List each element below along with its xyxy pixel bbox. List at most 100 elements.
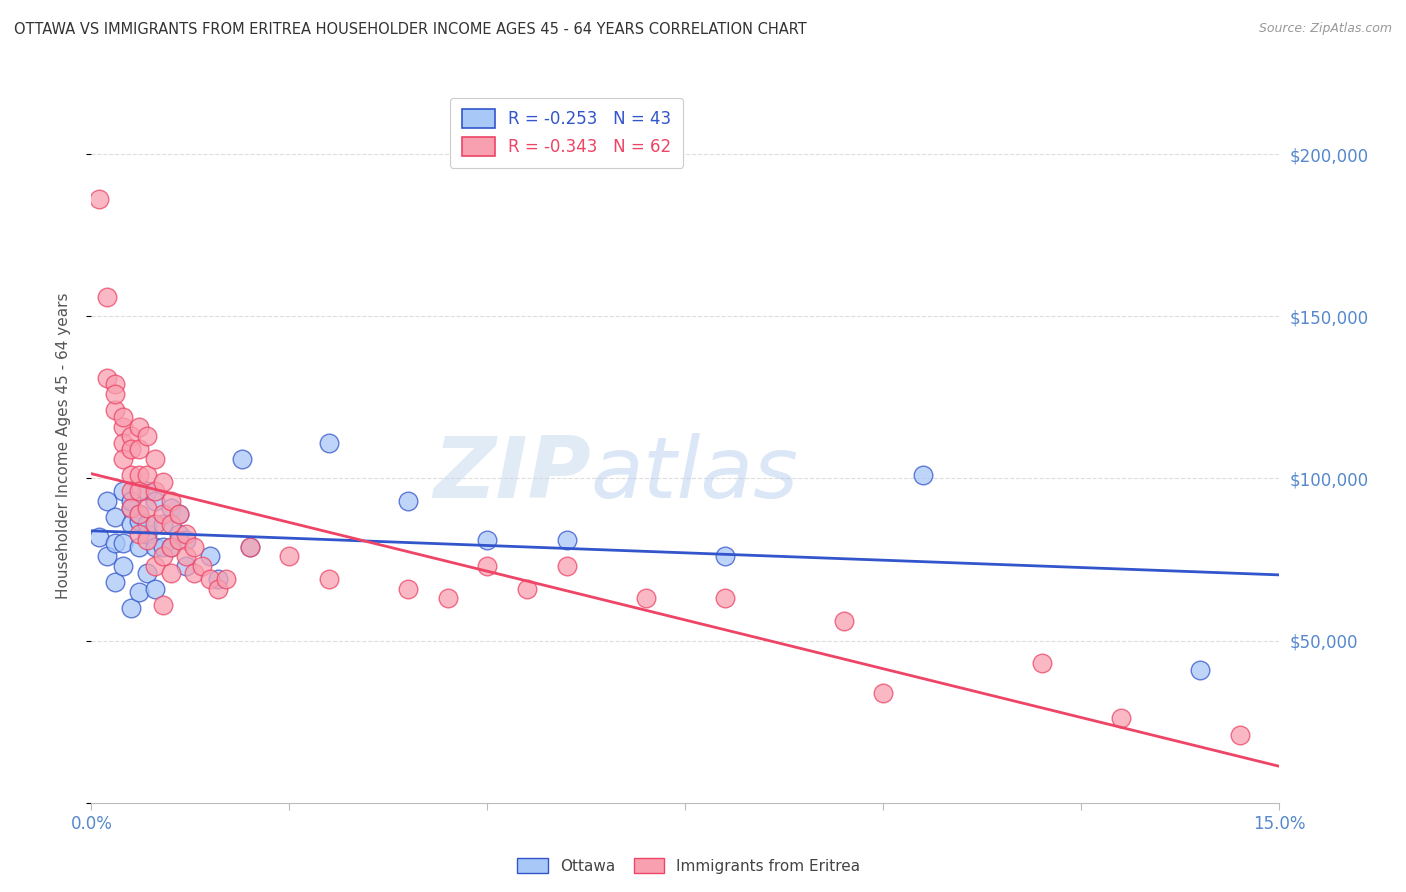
Point [176,526,198,541]
Point [96,494,118,508]
Point [104,377,127,392]
Point [231,452,253,467]
Point [176,559,198,574]
Point [167,526,190,541]
Point [159,500,181,515]
Point [143,452,166,467]
Point [104,536,127,550]
Point [152,507,174,521]
Point [143,559,166,574]
Point [112,409,135,424]
Point [128,540,150,554]
Point [135,516,157,531]
Point [143,484,166,499]
Point [128,585,150,599]
Point [159,494,181,508]
Point [200,549,222,564]
Point [135,500,157,515]
Point [143,540,166,554]
Point [104,510,127,524]
Point [167,533,190,547]
Text: atlas: atlas [591,433,799,516]
Point [207,582,229,596]
Point [1229,728,1251,742]
Point [120,442,142,457]
Point [555,559,578,574]
Point [128,507,150,521]
Point [112,435,135,450]
Point [128,526,150,541]
Point [89,193,111,207]
Point [135,526,157,541]
Point [96,371,118,385]
Point [239,540,262,554]
Point [159,516,181,531]
Point [120,516,142,531]
Point [396,582,419,596]
Point [152,516,174,531]
Point [1031,657,1053,671]
Point [176,533,198,547]
Point [183,540,205,554]
Point [143,516,166,531]
Point [120,500,142,515]
Point [112,559,135,574]
Point [143,494,166,508]
Point [128,442,150,457]
Point [555,533,578,547]
Point [318,572,340,586]
Point [135,566,157,580]
Point [200,572,222,586]
Point [89,530,111,544]
Point [436,591,458,606]
Text: Source: ZipAtlas.com: Source: ZipAtlas.com [1258,22,1392,36]
Point [143,582,166,596]
Point [832,614,855,628]
Point [96,290,118,304]
Point [159,566,181,580]
Point [477,533,499,547]
Point [96,549,118,564]
Point [152,540,174,554]
Point [120,601,142,615]
Point [318,435,340,450]
Point [120,484,142,499]
Point [714,591,737,606]
Point [128,419,150,434]
Point [714,549,737,564]
Point [207,572,229,586]
Point [634,591,657,606]
Point [183,566,205,580]
Text: OTTAWA VS IMMIGRANTS FROM ERITREA HOUSEHOLDER INCOME AGES 45 - 64 YEARS CORRELAT: OTTAWA VS IMMIGRANTS FROM ERITREA HOUSEH… [14,22,807,37]
Point [120,494,142,508]
Point [120,500,142,515]
Point [112,484,135,499]
Point [159,540,181,554]
Text: ZIP: ZIP [433,433,591,516]
Point [135,484,157,499]
Point [396,494,419,508]
Point [152,549,174,564]
Point [1109,711,1132,725]
Point [120,429,142,443]
Point [167,507,190,521]
Point [112,419,135,434]
Legend: R = -0.253   N = 43, R = -0.343   N = 62: R = -0.253 N = 43, R = -0.343 N = 62 [450,97,683,168]
Point [516,582,538,596]
Point [128,484,150,499]
Point [135,533,157,547]
Point [128,507,150,521]
Point [112,452,135,467]
Point [135,468,157,483]
Point [104,387,127,401]
Point [104,575,127,590]
Point [477,559,499,574]
Point [152,475,174,489]
Point [120,468,142,483]
Point [159,540,181,554]
Point [128,514,150,528]
Legend: Ottawa, Immigrants from Eritrea: Ottawa, Immigrants from Eritrea [512,852,866,880]
Y-axis label: Householder Income Ages 45 - 64 years: Householder Income Ages 45 - 64 years [56,293,70,599]
Point [239,540,262,554]
Point [135,429,157,443]
